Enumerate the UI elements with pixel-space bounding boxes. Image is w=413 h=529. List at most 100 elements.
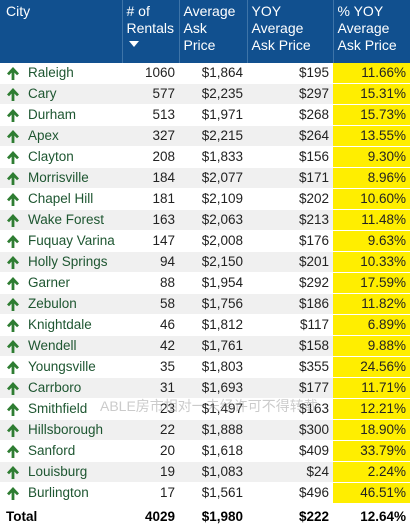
row-pct-cell: 13.55% bbox=[333, 126, 410, 147]
up-arrow-icon bbox=[6, 297, 20, 312]
row-city-label: Burlington bbox=[28, 485, 89, 500]
total-row: Total 4029 $1,980 $222 12.64% bbox=[0, 504, 410, 529]
row-city-label: Wendell bbox=[28, 338, 77, 353]
up-arrow-icon bbox=[6, 66, 20, 81]
row-rentals-cell: 20 bbox=[122, 441, 179, 462]
column-header-pct-yoy-label: % YOY Average Ask Price bbox=[338, 3, 397, 53]
row-city-cell: Wendell bbox=[0, 336, 122, 357]
row-rentals-cell: 35 bbox=[122, 357, 179, 378]
up-arrow-icon bbox=[6, 360, 20, 375]
row-city-label: Holly Springs bbox=[28, 254, 108, 269]
up-arrow-icon bbox=[6, 423, 20, 438]
row-yoy-cell: $213 bbox=[247, 210, 333, 231]
row-avg-ask-cell: $1,971 bbox=[179, 105, 247, 126]
up-arrow-icon bbox=[6, 381, 20, 396]
up-arrow-icon bbox=[6, 108, 20, 123]
row-rentals-cell: 94 bbox=[122, 252, 179, 273]
row-city-cell: Holly Springs bbox=[0, 252, 122, 273]
row-avg-ask-cell: $2,215 bbox=[179, 126, 247, 147]
header-row: City # of Rentals Average Ask Price YOY … bbox=[0, 0, 410, 63]
row-city-label: Smithfield bbox=[28, 401, 87, 416]
row-city-cell: Cary bbox=[0, 84, 122, 105]
column-header-avg-ask[interactable]: Average Ask Price bbox=[179, 0, 247, 63]
column-header-rentals-label: # of Rentals bbox=[127, 3, 174, 36]
column-header-avg-ask-label: Average Ask Price bbox=[184, 3, 236, 53]
sort-descending-icon bbox=[129, 41, 139, 47]
up-arrow-icon bbox=[6, 87, 20, 102]
row-yoy-cell: $186 bbox=[247, 294, 333, 315]
row-yoy-cell: $202 bbox=[247, 189, 333, 210]
row-pct-cell: 2.24% bbox=[333, 462, 410, 483]
row-city-cell: Fuquay Varina bbox=[0, 231, 122, 252]
row-city-label: Morrisville bbox=[28, 170, 89, 185]
row-pct-cell: 11.82% bbox=[333, 294, 410, 315]
row-city-cell: Sanford bbox=[0, 441, 122, 462]
row-rentals-cell: 513 bbox=[122, 105, 179, 126]
row-rentals-cell: 19 bbox=[122, 462, 179, 483]
row-pct-cell: 9.63% bbox=[333, 231, 410, 252]
row-city-label: Wake Forest bbox=[28, 212, 104, 227]
row-yoy-cell: $176 bbox=[247, 231, 333, 252]
row-yoy-cell: $264 bbox=[247, 126, 333, 147]
up-arrow-icon bbox=[6, 402, 20, 417]
row-pct-cell: 15.73% bbox=[333, 105, 410, 126]
row-city-cell: Knightdale bbox=[0, 315, 122, 336]
row-rentals-cell: 58 bbox=[122, 294, 179, 315]
column-header-city[interactable]: City bbox=[0, 0, 122, 63]
row-pct-cell: 17.59% bbox=[333, 273, 410, 294]
row-pct-cell: 6.89% bbox=[333, 315, 410, 336]
row-yoy-cell: $409 bbox=[247, 441, 333, 462]
row-yoy-cell: $156 bbox=[247, 147, 333, 168]
row-yoy-cell: $171 bbox=[247, 168, 333, 189]
column-header-rentals[interactable]: # of Rentals bbox=[122, 0, 179, 63]
column-header-pct-yoy[interactable]: % YOY Average Ask Price bbox=[333, 0, 410, 63]
row-avg-ask-cell: $1,833 bbox=[179, 147, 247, 168]
row-city-cell: Garner bbox=[0, 273, 122, 294]
total-pct: 12.64% bbox=[333, 504, 410, 529]
row-avg-ask-cell: $1,803 bbox=[179, 357, 247, 378]
total-avg-ask: $1,980 bbox=[179, 504, 247, 529]
row-pct-cell: 10.60% bbox=[333, 189, 410, 210]
row-city-cell: Carrboro bbox=[0, 378, 122, 399]
row-yoy-cell: $297 bbox=[247, 84, 333, 105]
up-arrow-icon bbox=[6, 486, 20, 501]
up-arrow-icon bbox=[6, 339, 20, 354]
total-rentals: 4029 bbox=[122, 504, 179, 529]
row-city-cell: Zebulon bbox=[0, 294, 122, 315]
row-rentals-cell: 181 bbox=[122, 189, 179, 210]
row-city-cell: Burlington bbox=[0, 483, 122, 504]
row-city-label: Youngsville bbox=[28, 359, 96, 374]
up-arrow-icon bbox=[6, 171, 20, 186]
row-yoy-cell: $158 bbox=[247, 336, 333, 357]
row-pct-cell: 11.48% bbox=[333, 210, 410, 231]
up-arrow-icon bbox=[6, 234, 20, 249]
row-rentals-cell: 88 bbox=[122, 273, 179, 294]
row-city-label: Raleigh bbox=[28, 65, 74, 80]
row-city-cell: Clayton bbox=[0, 147, 122, 168]
row-rentals-cell: 577 bbox=[122, 84, 179, 105]
column-header-yoy-avg-ask[interactable]: YOY Average Ask Price bbox=[247, 0, 333, 63]
row-avg-ask-cell: $2,150 bbox=[179, 252, 247, 273]
